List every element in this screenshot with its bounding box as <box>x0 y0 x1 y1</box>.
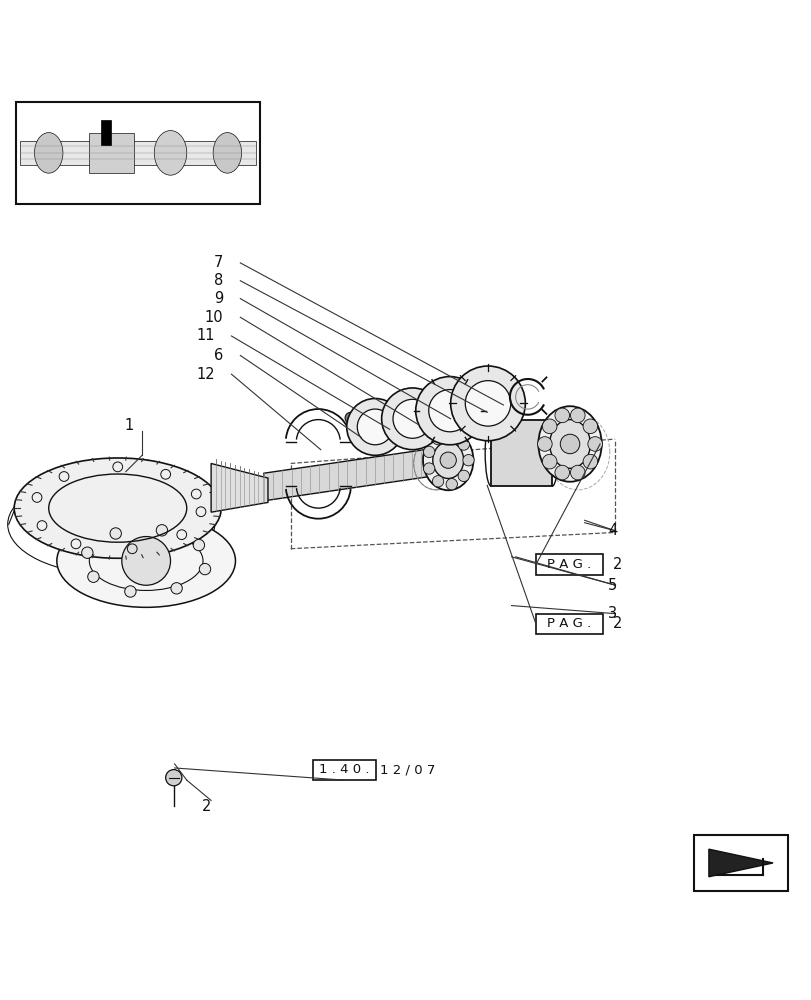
Ellipse shape <box>465 381 510 426</box>
Circle shape <box>193 539 204 551</box>
Bar <box>693 835 787 891</box>
Polygon shape <box>211 463 268 512</box>
Ellipse shape <box>381 388 443 450</box>
Ellipse shape <box>432 442 463 478</box>
Circle shape <box>445 479 457 490</box>
Bar <box>491 420 551 486</box>
Circle shape <box>431 433 444 445</box>
Circle shape <box>542 454 556 469</box>
Circle shape <box>82 547 93 558</box>
Bar <box>101 120 111 145</box>
Circle shape <box>110 528 122 539</box>
Ellipse shape <box>57 514 235 607</box>
Circle shape <box>170 583 182 594</box>
Ellipse shape <box>212 133 242 173</box>
Circle shape <box>457 470 469 482</box>
Bar <box>89 133 134 173</box>
Text: 1 2 / 0 7: 1 2 / 0 7 <box>380 763 435 776</box>
Text: 12: 12 <box>196 367 215 382</box>
Circle shape <box>587 437 602 451</box>
Text: 1: 1 <box>125 418 134 433</box>
Circle shape <box>165 770 182 786</box>
Text: 10: 10 <box>204 310 223 325</box>
Text: 5: 5 <box>607 578 616 593</box>
Circle shape <box>122 537 170 585</box>
Text: 2: 2 <box>611 557 621 572</box>
Bar <box>535 614 602 634</box>
Ellipse shape <box>415 377 483 445</box>
Text: 7: 7 <box>213 255 223 270</box>
Text: 2: 2 <box>611 616 621 631</box>
Ellipse shape <box>14 458 221 558</box>
Circle shape <box>125 586 136 597</box>
Text: 1 . 4 0 .: 1 . 4 0 . <box>319 763 369 776</box>
Circle shape <box>156 525 167 536</box>
Circle shape <box>554 408 569 423</box>
Circle shape <box>570 465 585 480</box>
Text: 6: 6 <box>214 348 223 363</box>
Text: 8: 8 <box>214 273 223 288</box>
Circle shape <box>537 437 551 451</box>
Bar <box>16 102 260 204</box>
Circle shape <box>582 454 597 469</box>
Polygon shape <box>264 449 430 501</box>
Ellipse shape <box>450 366 525 441</box>
Bar <box>20 141 255 165</box>
Ellipse shape <box>357 409 393 445</box>
Text: P A G .: P A G . <box>547 558 590 571</box>
Text: 4: 4 <box>607 523 616 538</box>
Ellipse shape <box>538 406 601 482</box>
Polygon shape <box>708 849 772 877</box>
Circle shape <box>570 408 585 423</box>
Text: 2: 2 <box>201 799 211 814</box>
Bar <box>535 554 602 575</box>
Ellipse shape <box>428 390 470 432</box>
Circle shape <box>542 419 556 434</box>
Text: P A G .: P A G . <box>547 617 590 630</box>
Text: 3: 3 <box>607 606 616 621</box>
Text: 9: 9 <box>214 291 223 306</box>
Circle shape <box>440 452 456 468</box>
Ellipse shape <box>346 399 403 455</box>
Circle shape <box>423 463 435 474</box>
Ellipse shape <box>34 133 62 173</box>
Ellipse shape <box>549 420 590 468</box>
Ellipse shape <box>423 430 473 490</box>
Circle shape <box>462 455 474 466</box>
Circle shape <box>554 465 569 480</box>
Circle shape <box>88 571 99 582</box>
Circle shape <box>431 476 444 487</box>
Circle shape <box>560 434 579 454</box>
Bar <box>312 760 375 780</box>
Circle shape <box>345 412 356 424</box>
Ellipse shape <box>393 399 431 438</box>
Circle shape <box>199 563 210 575</box>
Circle shape <box>445 431 457 442</box>
Circle shape <box>582 419 597 434</box>
Circle shape <box>423 446 435 458</box>
Text: 11: 11 <box>196 328 215 343</box>
Ellipse shape <box>154 131 187 175</box>
Circle shape <box>457 439 469 450</box>
